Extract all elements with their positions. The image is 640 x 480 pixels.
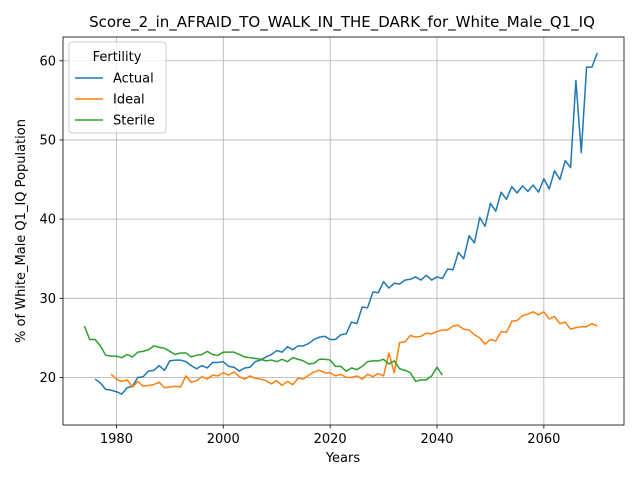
legend-label-sterile: Sterile — [113, 114, 155, 129]
plot-frame — [62, 36, 625, 426]
legend-title: Fertility — [93, 50, 142, 65]
x-tick-label: 2060 — [527, 432, 560, 447]
x-axis-label: Years — [325, 451, 361, 466]
x-tick-label: 1980 — [100, 432, 133, 447]
legend-label-actual: Actual — [113, 72, 154, 87]
chart-title: Score_2_in_AFRAID_TO_WALK_IN_THE_DARK_fo… — [89, 13, 595, 32]
x-tick-label: 2000 — [207, 432, 240, 447]
series-lines — [83, 52, 598, 395]
y-axis-label: % of White_Male Q1_IQ Population — [14, 119, 29, 343]
y-tick-label: 50 — [39, 133, 56, 148]
legend-label-ideal: Ideal — [113, 93, 145, 108]
gridlines — [63, 37, 624, 425]
x-tick-label: 2020 — [314, 432, 347, 447]
y-tick-label: 60 — [39, 54, 56, 69]
series-line-sterile — [83, 325, 443, 383]
y-tick-label: 20 — [39, 371, 56, 386]
legend-box — [68, 41, 167, 134]
y-tick-label: 40 — [39, 213, 56, 228]
series-line-actual — [94, 52, 598, 395]
series-line-ideal — [110, 311, 598, 389]
axis-ticks: 1980 2000 2020 2040 2060 20 30 40 50 60 — [39, 54, 560, 447]
legend: Fertility Actual Ideal Sterile — [68, 41, 167, 134]
x-tick-label: 2040 — [420, 432, 453, 447]
y-tick-label: 30 — [39, 292, 56, 307]
